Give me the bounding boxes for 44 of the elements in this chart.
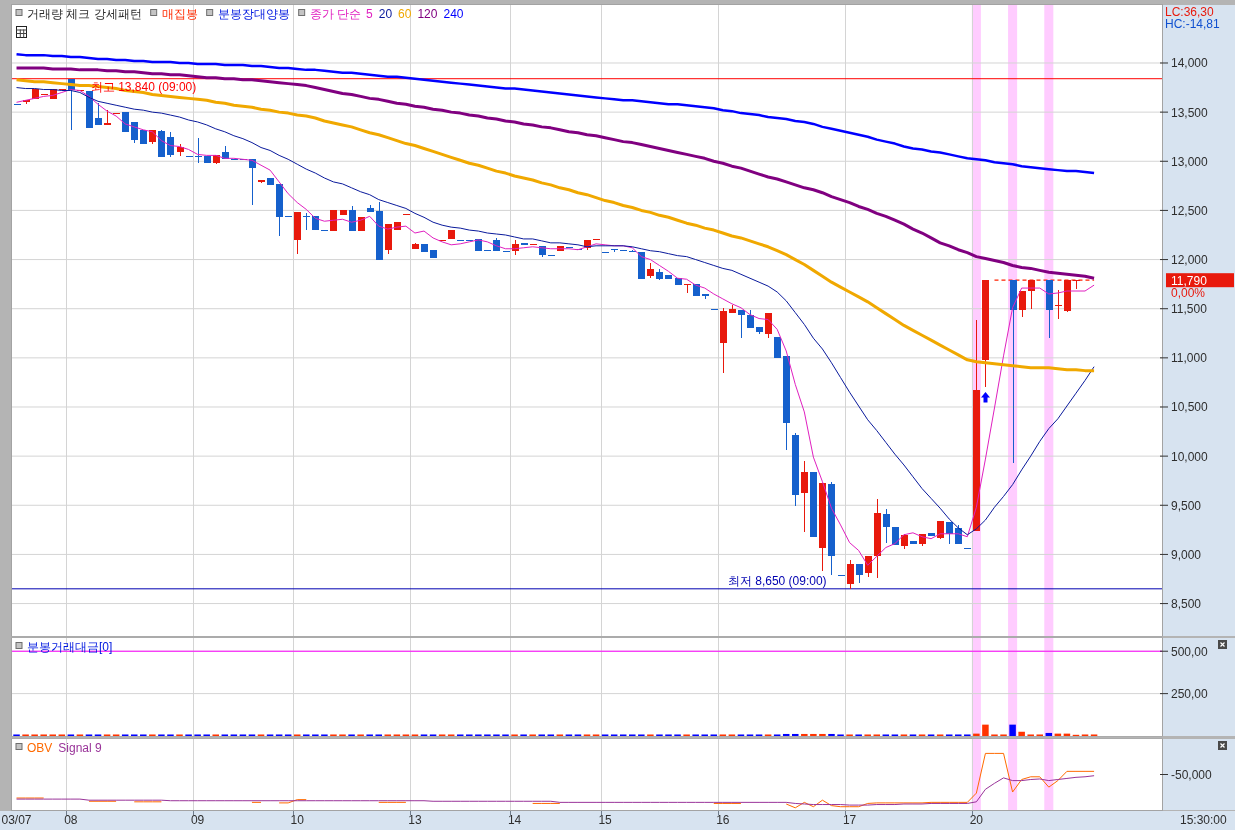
text: -50,000 bbox=[1171, 768, 1213, 782]
y-tick-label: 9,500 bbox=[1171, 498, 1202, 513]
x-tick-label: 10 bbox=[290, 813, 305, 827]
annotation: 매집봉 bbox=[161, 7, 198, 21]
text: OBV bbox=[27, 741, 53, 755]
text: 60 bbox=[398, 7, 412, 21]
text: Signal 9 bbox=[58, 741, 103, 755]
text: LC:36,30 bbox=[1165, 5, 1215, 19]
y-tick-label: 10,000 bbox=[1171, 449, 1209, 464]
text: 0,00% bbox=[1171, 286, 1206, 301]
text: 240 bbox=[443, 7, 464, 21]
y-tick-label: 9,000 bbox=[1171, 547, 1202, 562]
y-tick-label: 11,500 bbox=[1171, 302, 1208, 317]
text: 5 bbox=[366, 7, 374, 21]
x-tick-label: 17 bbox=[842, 813, 857, 827]
x-tick-label: 14 bbox=[507, 813, 522, 827]
text: 15:30:00 bbox=[1180, 813, 1228, 827]
ref-line-label: 최고 13,840 (09:00) bbox=[90, 79, 197, 94]
ref-line-label: 최저 8,650 (09:00) bbox=[727, 573, 827, 588]
y-tick-label: 12,500 bbox=[1171, 203, 1209, 218]
text: 120 bbox=[417, 7, 438, 21]
x-tick-label: 16 bbox=[716, 813, 730, 827]
y-tick-label: 14,000 bbox=[1171, 56, 1209, 71]
text: HC:-14,81 bbox=[1165, 17, 1221, 31]
annotation: 분봉장대양봉 bbox=[217, 7, 290, 21]
y-tick-label: 13,500 bbox=[1171, 105, 1209, 120]
y-tick-label: 500,00 bbox=[1171, 644, 1209, 659]
chart-title: 분봉거래대금[0] bbox=[27, 640, 113, 654]
x-tick-label: 20 bbox=[969, 813, 984, 827]
x-tick-label: 08 bbox=[64, 813, 78, 827]
y-tick-label: 10,500 bbox=[1171, 400, 1209, 415]
x-tick-label: 03/07 bbox=[1, 813, 32, 827]
text: 11,790 bbox=[1171, 273, 1208, 288]
annotation: 거래량 체크 강세패턴 bbox=[27, 7, 142, 21]
y-tick-label: 11,000 bbox=[1171, 351, 1208, 366]
x-tick-label: 13 bbox=[408, 813, 422, 827]
text: 20 bbox=[378, 7, 393, 21]
y-tick-label: 8,500 bbox=[1171, 597, 1202, 612]
legend-title: 종가 단순 bbox=[309, 7, 362, 21]
x-tick-label: 09 bbox=[190, 813, 205, 827]
y-tick-label: 13,000 bbox=[1171, 154, 1209, 169]
y-tick-label: 250,00 bbox=[1171, 687, 1209, 702]
x-tick-label: 15 bbox=[598, 813, 613, 827]
y-tick-label: 12,000 bbox=[1171, 253, 1209, 268]
